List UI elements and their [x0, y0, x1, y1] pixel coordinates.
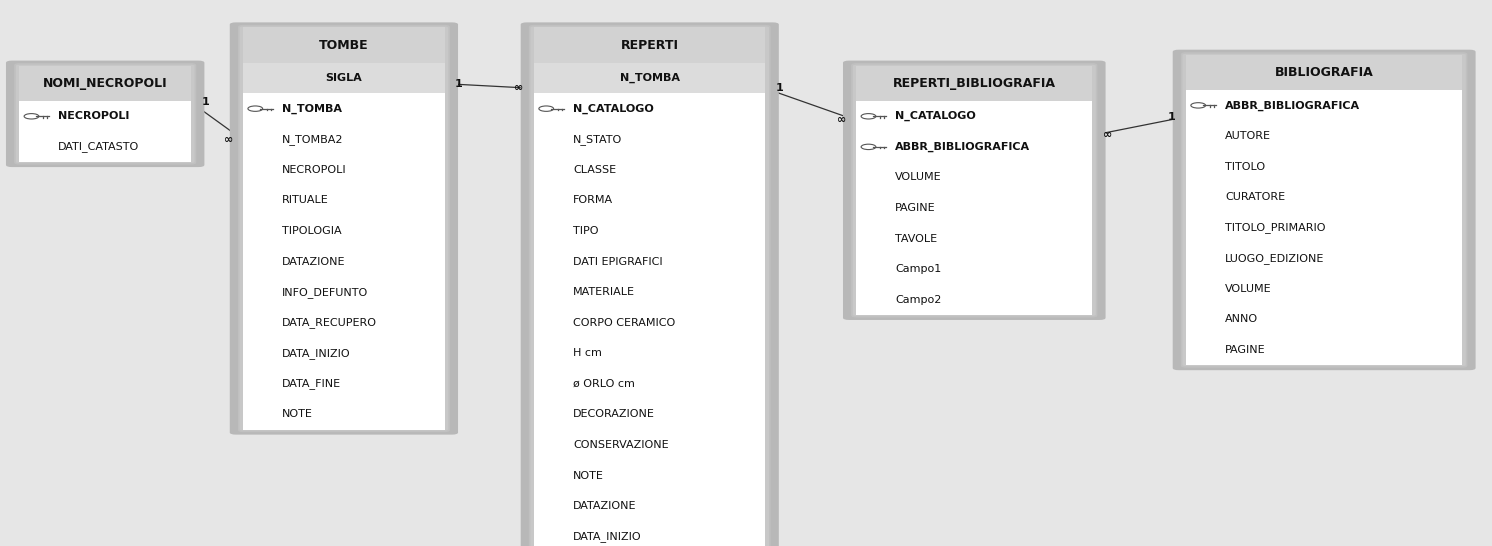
Text: RITUALE: RITUALE	[282, 195, 328, 205]
Text: N_CATALOGO: N_CATALOGO	[895, 111, 976, 121]
Text: DATA_INIZIO: DATA_INIZIO	[282, 348, 351, 359]
Text: 1: 1	[455, 79, 463, 88]
Bar	[243, 93, 445, 430]
Text: TIPOLOGIA: TIPOLOGIA	[282, 226, 342, 236]
Text: ∞: ∞	[224, 135, 233, 145]
Text: LUOGO_EDIZIONE: LUOGO_EDIZIONE	[1225, 253, 1325, 264]
Text: NOTE: NOTE	[282, 410, 313, 419]
FancyBboxPatch shape	[15, 64, 195, 164]
Bar	[243, 27, 445, 63]
Text: 1: 1	[201, 97, 209, 107]
FancyBboxPatch shape	[521, 22, 779, 546]
Text: DATI EPIGRAFICI: DATI EPIGRAFICI	[573, 257, 662, 266]
FancyBboxPatch shape	[852, 64, 1097, 317]
Bar	[1186, 55, 1462, 90]
Text: ø ORLO cm: ø ORLO cm	[573, 379, 634, 389]
Text: CLASSE: CLASSE	[573, 165, 616, 175]
Text: N_TOMBA: N_TOMBA	[282, 104, 342, 114]
Text: Campo1: Campo1	[895, 264, 941, 274]
Text: CORPO CERAMICO: CORPO CERAMICO	[573, 318, 676, 328]
Text: DECORAZIONE: DECORAZIONE	[573, 410, 655, 419]
Text: NOTE: NOTE	[573, 471, 604, 480]
Bar	[243, 63, 445, 93]
Text: NECROPOLI: NECROPOLI	[282, 165, 346, 175]
Text: DATAZIONE: DATAZIONE	[573, 501, 637, 511]
Text: ABBR_BIBLIOGRAFICA: ABBR_BIBLIOGRAFICA	[895, 142, 1031, 152]
Text: ∞: ∞	[515, 84, 524, 93]
Text: MATERIALE: MATERIALE	[573, 287, 636, 297]
Bar	[856, 101, 1092, 315]
Text: N_STATO: N_STATO	[573, 134, 622, 145]
Text: DATI_CATASTO: DATI_CATASTO	[58, 141, 139, 152]
Bar	[534, 93, 765, 546]
Text: PAGINE: PAGINE	[1225, 345, 1265, 355]
Text: Campo2: Campo2	[895, 295, 941, 305]
Text: DATA_INIZIO: DATA_INIZIO	[573, 531, 642, 542]
Text: ∞: ∞	[1103, 130, 1112, 140]
Text: AUTORE: AUTORE	[1225, 131, 1271, 141]
Text: CURATORE: CURATORE	[1225, 192, 1285, 202]
Text: FORMA: FORMA	[573, 195, 613, 205]
Text: ABBR_BIBLIOGRAFICA: ABBR_BIBLIOGRAFICA	[1225, 100, 1361, 110]
Bar	[534, 27, 765, 63]
Bar	[1186, 90, 1462, 365]
Text: DATA_RECUPERO: DATA_RECUPERO	[282, 317, 377, 328]
FancyBboxPatch shape	[843, 61, 1106, 320]
Text: INFO_DEFUNTO: INFO_DEFUNTO	[282, 287, 369, 298]
FancyBboxPatch shape	[1182, 53, 1467, 367]
Bar	[534, 63, 765, 93]
Text: 1: 1	[776, 84, 783, 93]
Text: BIBLIOGRAFIA: BIBLIOGRAFIA	[1274, 66, 1374, 79]
FancyBboxPatch shape	[1173, 50, 1476, 370]
Text: 1: 1	[1168, 112, 1176, 122]
Text: ∞: ∞	[837, 115, 846, 126]
Text: N_CATALOGO: N_CATALOGO	[573, 104, 653, 114]
Text: N_TOMBA: N_TOMBA	[619, 73, 680, 83]
Text: PAGINE: PAGINE	[895, 203, 935, 213]
FancyBboxPatch shape	[6, 61, 204, 167]
Text: TIPO: TIPO	[573, 226, 598, 236]
Text: ANNO: ANNO	[1225, 314, 1258, 324]
Text: REPERTI: REPERTI	[621, 39, 679, 51]
Text: H cm: H cm	[573, 348, 601, 358]
Text: NECROPOLI: NECROPOLI	[58, 111, 130, 121]
Text: VOLUME: VOLUME	[895, 173, 941, 182]
FancyBboxPatch shape	[230, 22, 458, 435]
Text: REPERTI_BIBLIOGRAFIA: REPERTI_BIBLIOGRAFIA	[892, 77, 1056, 90]
Text: SIGLA: SIGLA	[325, 73, 363, 83]
Text: DATAZIONE: DATAZIONE	[282, 257, 346, 266]
Bar	[19, 101, 191, 162]
Text: DATA_FINE: DATA_FINE	[282, 378, 342, 389]
FancyBboxPatch shape	[530, 26, 770, 546]
Text: TITOLO: TITOLO	[1225, 162, 1265, 171]
Text: N_TOMBA2: N_TOMBA2	[282, 134, 343, 145]
Text: NOMI_NECROPOLI: NOMI_NECROPOLI	[43, 77, 167, 90]
Text: TITOLO_PRIMARIO: TITOLO_PRIMARIO	[1225, 222, 1325, 233]
Text: VOLUME: VOLUME	[1225, 284, 1271, 294]
Text: CONSERVAZIONE: CONSERVAZIONE	[573, 440, 668, 450]
Bar	[856, 66, 1092, 101]
Bar	[19, 66, 191, 101]
Text: TOMBE: TOMBE	[319, 39, 369, 51]
FancyBboxPatch shape	[239, 26, 449, 431]
Text: TAVOLE: TAVOLE	[895, 234, 937, 244]
